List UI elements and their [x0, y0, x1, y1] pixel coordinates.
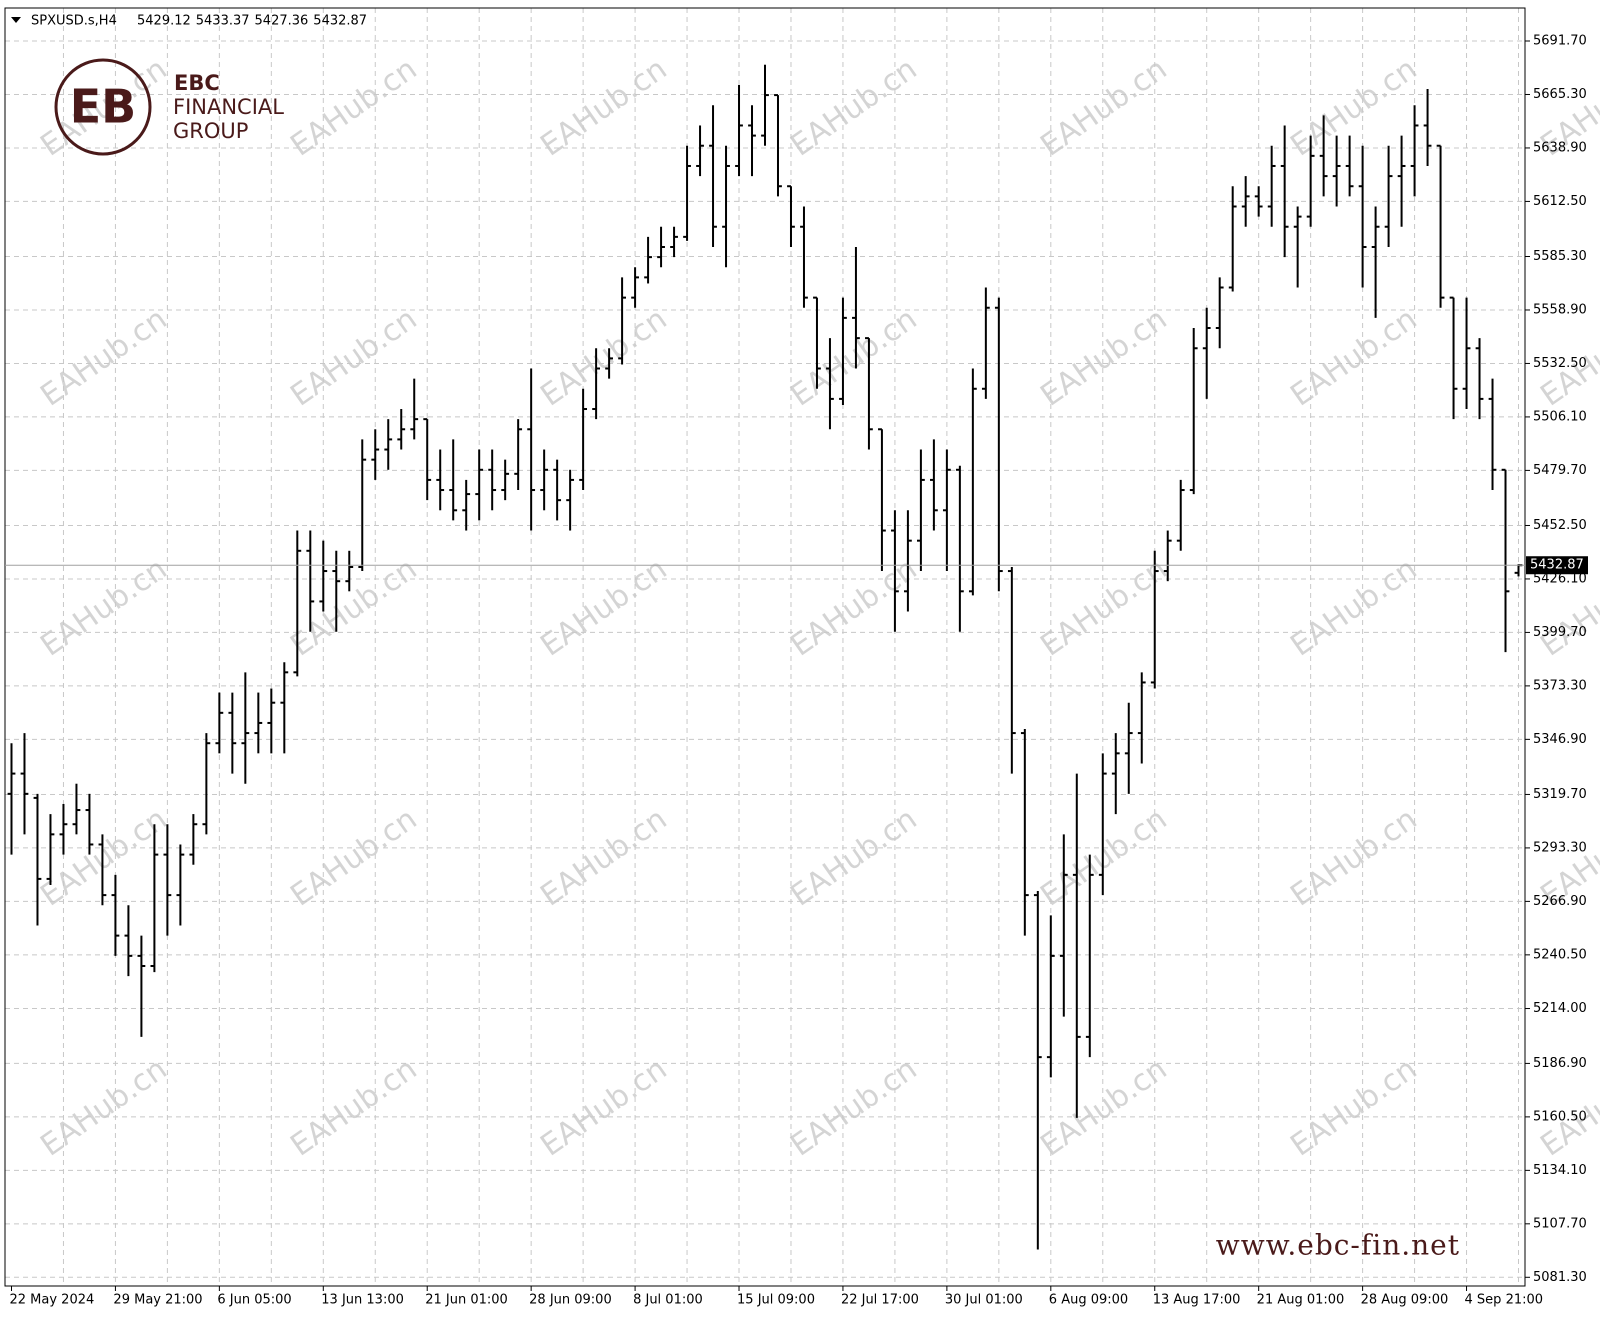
x-tick-label: 13 Aug 17:00	[1153, 1293, 1241, 1308]
y-tick-label: 5399.70	[1533, 625, 1587, 640]
menu-arrow[interactable]	[11, 17, 21, 23]
logo: EB EBC FINANCIAL GROUP	[54, 58, 284, 156]
logo-mark: EB	[70, 80, 136, 134]
y-tick-label: 5319.70	[1533, 787, 1587, 802]
y-tick-label: 5160.50	[1533, 1109, 1587, 1124]
chart-title: SPXUSD.s,H4	[31, 14, 117, 29]
y-tick-label: 5240.50	[1533, 947, 1587, 962]
x-tick-label: 13 Jun 13:00	[321, 1293, 404, 1308]
brand: EBC	[174, 71, 220, 95]
y-tick-label: 5479.70	[1533, 463, 1587, 478]
y-tick-label: 5506.10	[1533, 409, 1587, 424]
last-price-box	[1526, 556, 1588, 575]
header-low: 5427.36	[255, 14, 309, 29]
y-tick-label: 5214.00	[1533, 1001, 1587, 1016]
y-tick-label: 5558.90	[1533, 302, 1587, 317]
brand: FINANCIAL	[173, 95, 284, 119]
x-tick-label: 6 Jun 05:00	[217, 1293, 291, 1308]
x-tick-label: 28 Jun 09:00	[529, 1293, 612, 1308]
x-tick-label: 28 Aug 09:00	[1361, 1293, 1449, 1308]
x-tick-label: 22 Jul 17:00	[841, 1293, 919, 1308]
plot-frame	[4, 7, 1526, 1287]
x-tick-label: 8 Jul 01:00	[633, 1293, 703, 1308]
x-tick-label: 4 Sep 21:00	[1465, 1293, 1544, 1308]
y-tick-label: 5134.10	[1533, 1163, 1587, 1178]
last-price-label: 5432.87	[1530, 558, 1584, 573]
y-tick-label: 5612.50	[1533, 194, 1587, 209]
x-tick-label: 6 Aug 09:00	[1049, 1293, 1128, 1308]
y-tick-label: 5186.90	[1533, 1056, 1587, 1071]
header-close: 5432.87	[313, 14, 367, 29]
y-tick-label: 5426.10	[1533, 571, 1587, 586]
y-tick-label: 5346.90	[1533, 732, 1587, 747]
y-tick-label: 5691.70	[1533, 34, 1587, 49]
website: www.ebc-fin.net	[1216, 1229, 1460, 1262]
x-tick-label: 29 May 21:00	[113, 1293, 202, 1308]
x-tick-label: 30 Jul 01:00	[945, 1293, 1023, 1308]
y-tick-label: 5373.30	[1533, 678, 1587, 693]
y-tick-label: 5266.90	[1533, 894, 1587, 909]
y-tick-label: 5585.30	[1533, 249, 1587, 264]
y-tick-label: 5081.30	[1533, 1270, 1587, 1285]
header-values: 5429.12 5433.37 5427.36 5432.87	[137, 14, 367, 29]
brand: GROUP	[173, 119, 248, 143]
y-tick-label: 5638.90	[1533, 140, 1587, 155]
x-tick-label: 15 Jul 09:00	[737, 1293, 815, 1308]
x-tick-label: 22 May 2024	[9, 1293, 94, 1308]
logo-ring	[54, 58, 152, 156]
y-tick-label: 5107.70	[1533, 1216, 1587, 1231]
y-tick-label: 5452.50	[1533, 518, 1587, 533]
header-open: 5429.12	[137, 14, 191, 29]
x-tick-label: 21 Jun 01:00	[425, 1293, 508, 1308]
x-tick-label: 21 Aug 01:00	[1257, 1293, 1345, 1308]
header-high: 5433.37	[196, 14, 250, 29]
y-tick-label: 5293.30	[1533, 840, 1587, 855]
y-tick-label: 5532.50	[1533, 356, 1587, 371]
y-tick-label: 5665.30	[1533, 87, 1587, 102]
